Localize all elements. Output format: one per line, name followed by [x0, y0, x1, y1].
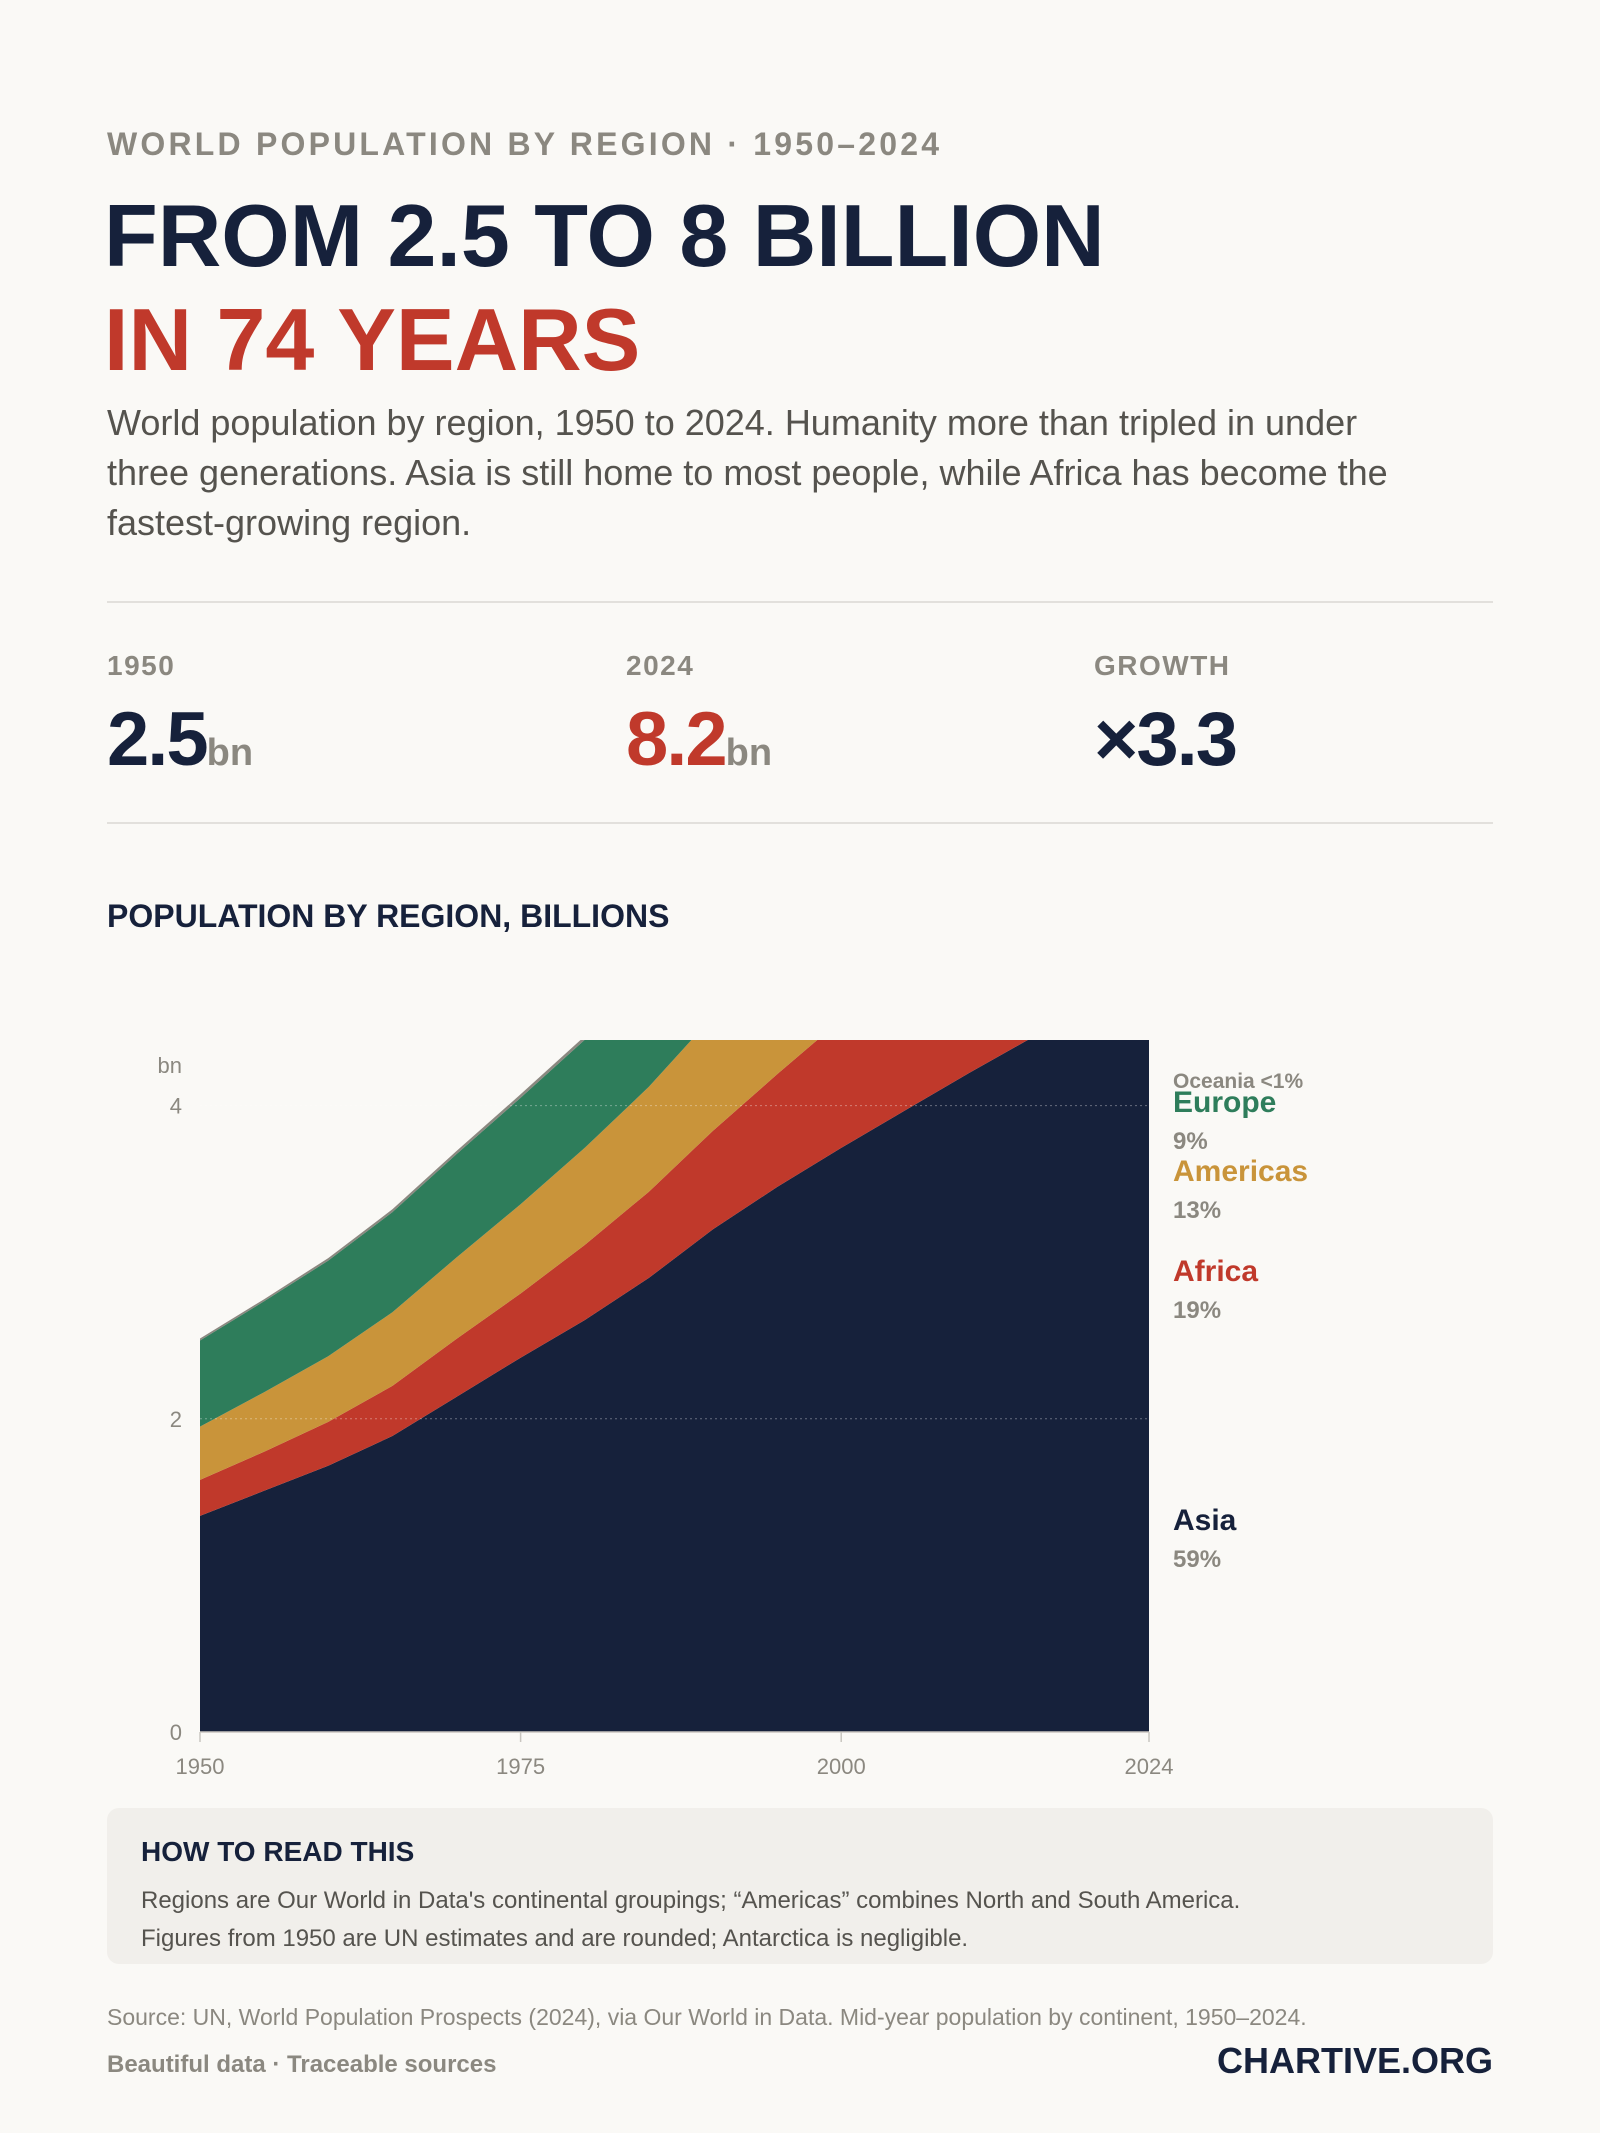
stat-2024: 2024 8.2bn: [626, 650, 772, 783]
x-tick-label: 1975: [496, 1754, 545, 1779]
x-tick-label: 2000: [817, 1754, 866, 1779]
source-text: Source: UN, World Population Prospects (…: [107, 2004, 1307, 2030]
note-line: Figures from 1950 are UN estimates and a…: [141, 1925, 969, 1952]
area-africa: [200, 1040, 1028, 1516]
stat-value: 2.5bn: [107, 697, 254, 782]
chart-section-title: POPULATION BY REGION, BILLIONS: [107, 898, 670, 934]
series-label-americas: Americas: [1173, 1155, 1308, 1188]
series-label-europe: Europe: [1173, 1086, 1276, 1119]
area-asia: [200, 1040, 1149, 1732]
series-label-africa: Africa: [1173, 1255, 1258, 1288]
y-tick-label: 2: [170, 1407, 182, 1432]
how-to-read-box: HOW TO READ THIS Regions are Our World i…: [107, 1808, 1493, 1964]
stat-label: 2024: [626, 650, 695, 681]
eyebrow: WORLD POPULATION BY REGION · 1950–2024: [107, 126, 943, 162]
y-tick-label: 0: [170, 1720, 182, 1745]
stat-label: 1950: [107, 650, 176, 681]
brand-logo[interactable]: CHARTIVE.ORG: [1216, 2040, 1493, 2081]
stat-value: ×3.3: [1094, 697, 1238, 782]
page-title-highlight: IN 74 YEARS: [104, 290, 641, 389]
area-europe: [200, 1040, 692, 1427]
stat-unit: bn: [206, 732, 254, 774]
stat-label: GROWTH: [1094, 650, 1231, 681]
note-title: HOW TO READ THIS: [141, 1836, 415, 1867]
series-share-americas: 13%: [1173, 1197, 1221, 1224]
area-americas: [200, 1040, 818, 1480]
stat-value: 8.2bn: [626, 697, 773, 782]
x-tick-label: 2024: [1125, 1754, 1174, 1779]
subtitle: World population by region, 1950 to 2024…: [107, 402, 1388, 543]
stat-1950: 1950 2.5bn: [107, 650, 253, 783]
x-tick-label: 1950: [176, 1754, 225, 1779]
divider-top: [107, 601, 1493, 603]
y-unit-label: bn: [158, 1053, 182, 1078]
note-line: Regions are Our World in Data's continen…: [141, 1887, 1241, 1914]
series-label-asia: Asia: [1173, 1504, 1237, 1537]
note-body: Regions are Our World in Data's continen…: [141, 1882, 1471, 1958]
series-share-asia: 59%: [1173, 1546, 1221, 1573]
tagline: Beautiful data · Traceable sources: [107, 2051, 497, 2078]
series-label-oceania: Oceania <1%: [1173, 1070, 1303, 1093]
y-tick-label: 4: [170, 1094, 182, 1119]
series-share-africa: 19%: [1173, 1297, 1221, 1324]
stat-growth: GROWTH ×3.3: [1094, 650, 1238, 783]
stat-unit: bn: [725, 732, 773, 774]
page-title: FROM 2.5 TO 8 BILLION: [104, 186, 1105, 285]
series-share-europe: 9%: [1173, 1128, 1208, 1155]
stacked-area-chart: 02468bn1950197520002024 Asia59%Africa19%…: [158, 1040, 1308, 1779]
divider-bottom: [107, 822, 1493, 824]
